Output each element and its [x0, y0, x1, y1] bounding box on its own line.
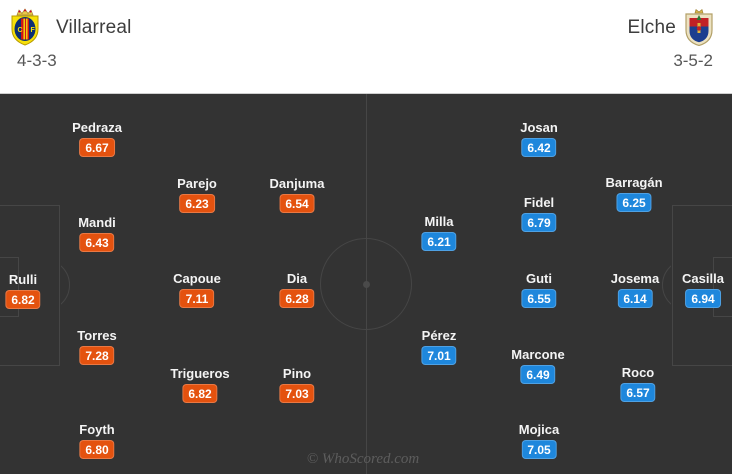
- player-name: Danjuma: [269, 176, 325, 191]
- player-home[interactable]: Pino 7.03: [279, 366, 315, 403]
- player-away[interactable]: Josan 6.42: [520, 120, 558, 157]
- away-team-name: Elche: [627, 17, 676, 38]
- player-home[interactable]: Mandi 6.43: [78, 215, 116, 252]
- player-away[interactable]: Marcone 6.49: [511, 347, 565, 384]
- player-name: Marcone: [511, 347, 565, 362]
- player-name: Trigueros: [170, 366, 230, 381]
- player-name: Fidel: [523, 195, 555, 210]
- pitch: Rulli 6.82 Pedraza 6.67 Mandi 6.43 Torre…: [0, 94, 732, 474]
- center-circle: [320, 238, 412, 330]
- player-rating-badge: 7.28: [79, 346, 115, 365]
- player-name: Foyth: [79, 422, 115, 437]
- player-rating-badge: 6.25: [616, 193, 652, 212]
- player-name: Mandi: [78, 215, 116, 230]
- villarreal-crest-icon: C F: [8, 8, 42, 46]
- player-rating-badge: 7.03: [279, 384, 315, 403]
- player-name: Dia: [286, 271, 308, 286]
- player-home[interactable]: Parejo 6.23: [177, 176, 217, 213]
- player-name: Josema: [610, 271, 660, 286]
- away-formation: 3-5-2: [673, 51, 713, 70]
- player-rating-badge: 6.57: [620, 383, 656, 402]
- svg-text:F: F: [31, 27, 36, 34]
- player-rating-badge: 6.49: [520, 365, 556, 384]
- player-rating-badge: 6.54: [279, 194, 315, 213]
- player-rating-badge: 6.42: [521, 138, 557, 157]
- player-name: Pedraza: [72, 120, 122, 135]
- player-rating-badge: 7.01: [421, 346, 457, 365]
- player-home[interactable]: Capoue 7.11: [173, 271, 221, 308]
- player-home[interactable]: Foyth 6.80: [79, 422, 115, 459]
- center-spot: [363, 281, 370, 288]
- player-home[interactable]: Rulli 6.82: [5, 272, 41, 309]
- player-home[interactable]: Pedraza 6.67: [72, 120, 122, 157]
- player-rating-badge: 6.94: [685, 289, 721, 308]
- home-team-name: Villarreal: [56, 17, 132, 38]
- player-name: Mojica: [518, 422, 560, 437]
- player-rating-badge: 6.80: [79, 440, 115, 459]
- svg-text:C: C: [18, 27, 23, 34]
- player-rating-badge: 6.23: [179, 194, 215, 213]
- match-header: C F Villarreal 4-3-3 Elche 3-5-2: [0, 0, 732, 94]
- player-away[interactable]: Milla 6.21: [421, 214, 457, 251]
- penalty-arc-left: [61, 259, 71, 311]
- player-rating-badge: 6.21: [421, 232, 457, 251]
- player-away[interactable]: Mojica 7.05: [519, 422, 559, 459]
- player-away[interactable]: Roco 6.57: [620, 365, 656, 402]
- player-rating-badge: 7.05: [521, 440, 557, 459]
- penalty-box-left: [0, 205, 60, 366]
- whoscored-watermark: © WhoScored.com: [306, 451, 420, 467]
- player-name: Roco: [621, 365, 655, 380]
- player-away[interactable]: Fidel 6.79: [521, 195, 557, 232]
- player-home[interactable]: Trigueros 6.82: [170, 366, 230, 403]
- player-name: Pino: [282, 366, 312, 381]
- player-rating-badge: 6.43: [79, 233, 115, 252]
- six-yard-box-left: [0, 257, 19, 317]
- player-home[interactable]: Torres 7.28: [77, 328, 117, 365]
- player-name: Rulli: [8, 272, 38, 287]
- home-formation: 4-3-3: [17, 51, 57, 70]
- player-away[interactable]: Guti 6.55: [521, 271, 557, 308]
- player-away[interactable]: Casilla 6.94: [682, 271, 724, 308]
- player-rating-badge: 6.55: [521, 289, 557, 308]
- player-name: Capoue: [173, 271, 221, 286]
- player-name: Pérez: [421, 328, 457, 343]
- player-rating-badge: 7.11: [179, 289, 215, 308]
- player-away[interactable]: Pérez 7.01: [421, 328, 457, 365]
- player-name: Parejo: [177, 176, 217, 191]
- player-home[interactable]: Danjuma 6.54: [269, 176, 325, 213]
- elche-crest-icon: [683, 8, 717, 47]
- player-rating-badge: 6.28: [279, 289, 315, 308]
- penalty-arc-right: [661, 259, 671, 311]
- six-yard-box-right: [713, 257, 732, 317]
- player-rating-badge: 6.79: [521, 213, 557, 232]
- player-name: Milla: [424, 214, 454, 229]
- player-away[interactable]: Barragán 6.25: [605, 175, 663, 212]
- player-rating-badge: 6.82: [182, 384, 218, 403]
- player-name: Casilla: [682, 271, 724, 286]
- player-away[interactable]: Josema 6.14: [611, 271, 659, 308]
- player-name: Barragán: [605, 175, 663, 190]
- player-name: Torres: [77, 328, 117, 343]
- player-name: Josan: [520, 120, 558, 135]
- player-name: Guti: [525, 271, 552, 286]
- player-home[interactable]: Dia 6.28: [279, 271, 315, 308]
- penalty-box-right: [672, 205, 732, 366]
- player-rating-badge: 6.67: [79, 138, 115, 157]
- player-rating-badge: 6.82: [5, 290, 41, 309]
- player-rating-badge: 6.14: [617, 289, 653, 308]
